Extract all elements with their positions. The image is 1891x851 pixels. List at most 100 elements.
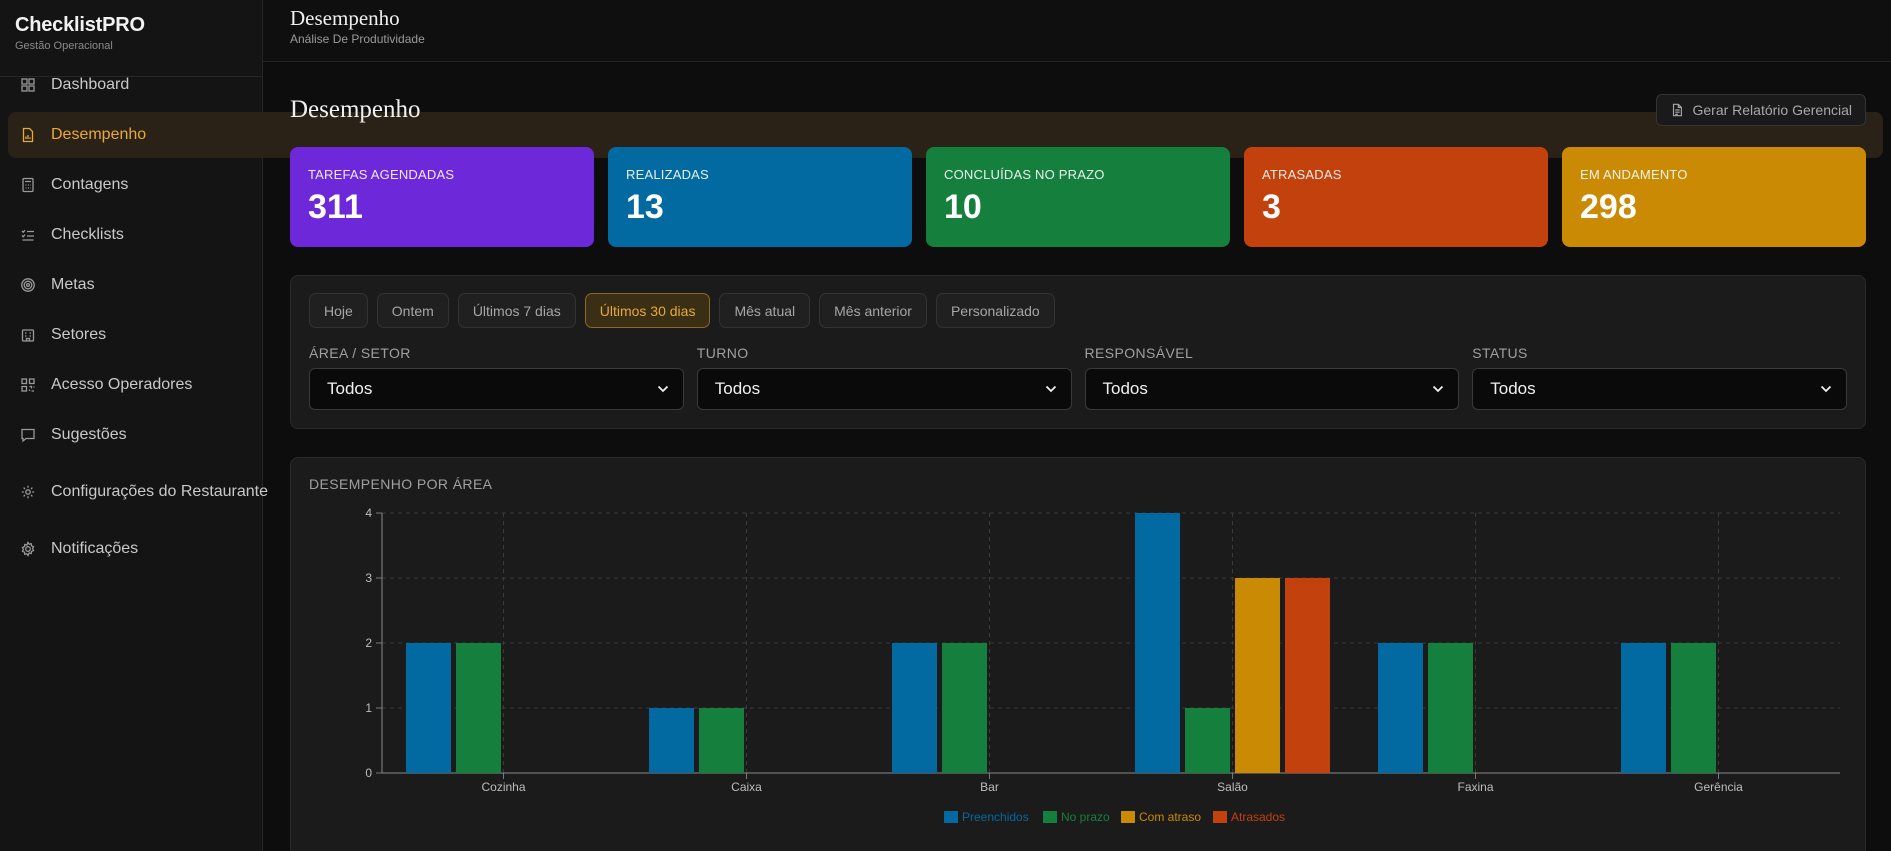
document-icon: [1673, 103, 1683, 117]
filter-select[interactable]: Todos: [309, 368, 684, 410]
chevron-down-icon: [1820, 385, 1832, 393]
chevron-down-icon: [1433, 385, 1444, 393]
period-pill[interactable]: Ontem: [376, 293, 449, 328]
bar-preenchidos: [1378, 643, 1423, 773]
y-tick-label: 2: [365, 636, 372, 650]
sidebar-item-label: Desempenho: [51, 126, 147, 143]
brand-subtitle: Gestão Operacional: [15, 40, 113, 52]
filter-group: ÁREA / SETOR Todos: [309, 345, 684, 410]
list-check-icon: [21, 229, 34, 241]
legend-label: No prazo: [1061, 810, 1110, 824]
kpi-card: REALIZADAS 13: [608, 147, 912, 247]
kpi-value: 3: [1262, 188, 1281, 226]
filter-label: STATUS: [1472, 345, 1528, 361]
content: Desempenho Gerar Relatório Gerencial TAR…: [290, 62, 1866, 851]
filter-select-value: Todos: [1490, 379, 1536, 398]
bar-no-prazo: [1185, 708, 1230, 773]
topbar: Desempenho Análise De Produtividade: [263, 0, 1891, 62]
bar-com-atraso: [1235, 578, 1280, 773]
filter-selects: ÁREA / SETOR Todos TURNO Todos RESPONSÁVEL To…: [309, 345, 1847, 410]
period-pill[interactable]: Hoje: [309, 293, 368, 328]
sidebar-item-contagens[interactable]: Contagens: [8, 162, 1883, 208]
bar-preenchidos: [649, 708, 694, 773]
legend-label: Com atraso: [1139, 810, 1201, 824]
kpi-value: 13: [626, 188, 664, 226]
sidebar-item-setores[interactable]: Setores: [8, 312, 1883, 358]
page-title: Desempenho: [290, 96, 421, 123]
page-header: Desempenho Gerar Relatório Gerencial: [290, 80, 1866, 150]
filter-select-value: Todos: [327, 379, 373, 398]
period-pill[interactable]: Últimos 7 dias: [457, 293, 576, 328]
sidebar-item-sugestoes[interactable]: Sugestões: [8, 412, 1883, 458]
y-tick-label: 4: [365, 506, 372, 520]
chevron-down-icon: [1045, 385, 1056, 393]
period-pill[interactable]: Mês anterior: [819, 293, 927, 328]
period-pill[interactable]: Personalizado: [935, 293, 1055, 328]
legend-label: Atrasados: [1231, 810, 1285, 824]
kpi-card: TAREFAS AGENDADAS 311: [290, 147, 594, 247]
kpi-card: ATRASADAS 3: [1244, 147, 1548, 247]
chevron-down-icon: [657, 385, 668, 393]
brand: ChecklistPRO Gestão Operacional: [0, 0, 262, 77]
sidebar-item-metas[interactable]: Metas: [8, 262, 1883, 308]
generate-report-label: Gerar Relatório Gerencial: [1692, 102, 1852, 118]
x-tick-label: Bar: [980, 780, 999, 794]
calculator-icon: [22, 177, 34, 193]
filter-group: RESPONSÁVEL Todos: [1084, 345, 1460, 410]
kpi-label: CONCLUÍDAS NO PRAZO: [944, 167, 1105, 182]
bar-no-prazo: [456, 643, 501, 773]
sidebar-item-checklists[interactable]: Checklists: [8, 212, 1883, 258]
generate-report-button[interactable]: Gerar Relatório Gerencial: [1656, 94, 1866, 126]
y-tick-label: 1: [365, 701, 372, 715]
sidebar-item-label: Sugestões: [51, 426, 127, 443]
sidebar-item-dashboard[interactable]: Dashboard: [8, 62, 1883, 108]
kpi-label: EM ANDAMENTO: [1580, 167, 1688, 182]
sidebar-item-notificacoes[interactable]: Notificações: [8, 526, 1883, 572]
bar-preenchidos: [406, 643, 451, 773]
gear-icon: [21, 541, 35, 557]
bar-preenchidos: [1621, 643, 1666, 773]
legend-swatch: [1213, 811, 1227, 823]
sidebar-item-label: Checklists: [51, 226, 124, 243]
filter-select-value: Todos: [1102, 379, 1148, 398]
sidebar-item-label: Acesso Operadores: [51, 376, 193, 393]
chart-card: DESEMPENHO POR ÁREA 0 1 2 3 4 Cozinha Caixa Bar…: [290, 457, 1866, 851]
filter-label: TURNO: [696, 345, 749, 361]
filter-group: TURNO Todos: [696, 345, 1072, 410]
sidebar-item-label: Notificações: [51, 540, 139, 557]
period-pill[interactable]: Mês atual: [719, 293, 811, 328]
grid-icon: [21, 78, 35, 92]
sidebar-item-acesso-operadores[interactable]: Acesso Operadores: [8, 362, 1883, 408]
legend-label: Preenchidos: [962, 810, 1029, 824]
sidebar-item-label: Metas: [51, 276, 95, 293]
file-chart-icon: [22, 127, 34, 143]
y-tick-label: 0: [365, 766, 372, 780]
filter-select[interactable]: Todos: [1472, 368, 1847, 410]
filter-select-value: Todos: [714, 379, 761, 398]
kpi-card: CONCLUÍDAS NO PRAZO 10: [926, 147, 1230, 247]
kpi-card: EM ANDAMENTO 298: [1562, 147, 1866, 247]
bar-preenchidos: [892, 643, 937, 773]
y-tick-label: 3: [365, 571, 372, 585]
x-tick-label: Cozinha: [481, 780, 525, 794]
x-tick-label: Salão: [1217, 780, 1248, 794]
filter-select[interactable]: Todos: [696, 368, 1072, 410]
chart-title: DESEMPENHO POR ÁREA: [309, 476, 493, 492]
x-tick-label: Caixa: [731, 780, 762, 794]
bar-no-prazo: [942, 643, 987, 773]
period-pill[interactable]: Últimos 30 dias: [584, 293, 711, 328]
legend-swatch: [944, 811, 958, 823]
legend-swatch: [1043, 811, 1057, 823]
sidebar-item-label: Dashboard: [51, 76, 130, 93]
bar-no-prazo: [699, 708, 744, 773]
topbar-title: Desempenho: [290, 6, 400, 30]
sidebar-item-label: Setores: [51, 326, 107, 343]
sidebar-item-configuracoes-do-restaurante[interactable]: Configurações do Restaurante: [8, 462, 1883, 522]
sidebar-item-label: Configurações do Restaurante: [51, 483, 269, 500]
kpi-label: TAREFAS AGENDADAS: [308, 167, 455, 182]
filter-select[interactable]: Todos: [1084, 368, 1460, 410]
building-icon: [21, 329, 35, 342]
x-tick-label: Faxina: [1457, 780, 1493, 794]
bar-preenchidos: [1135, 513, 1180, 773]
